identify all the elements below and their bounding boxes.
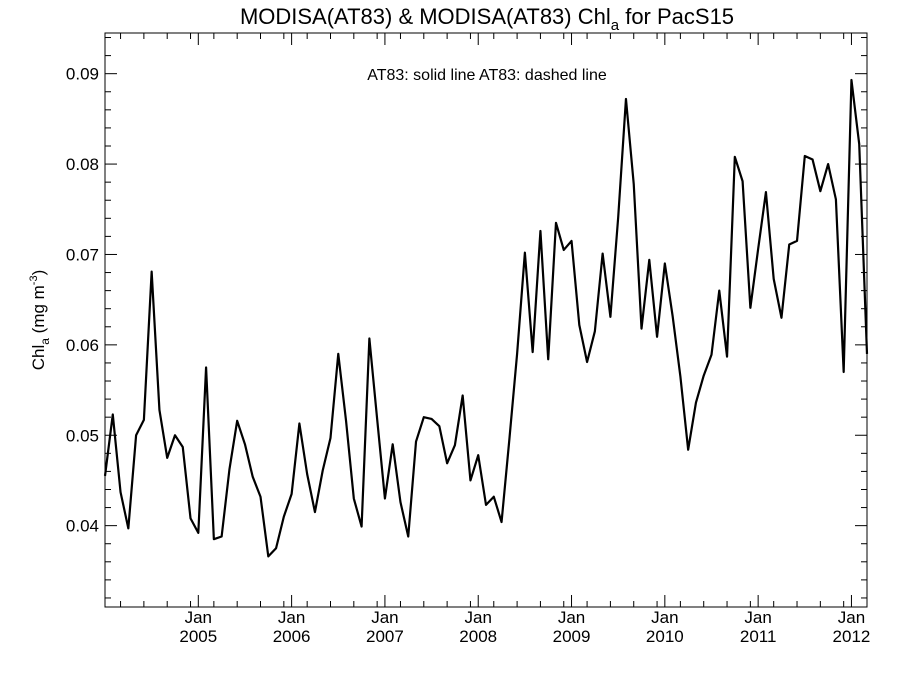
chart-title-tail: for PacS15 bbox=[619, 4, 734, 29]
x-axis-ticks: Jan2005Jan2006Jan2007Jan2008Jan2009Jan20… bbox=[179, 33, 870, 646]
y-axis-label-main: Chl bbox=[29, 345, 48, 371]
x-tick-label-year: 2011 bbox=[740, 627, 777, 646]
y-axis-label-unit: (mg m bbox=[29, 285, 48, 338]
x-tick-label-year: 2012 bbox=[833, 627, 871, 646]
plot-frame bbox=[104, 32, 868, 608]
x-tick-label-month: Jan bbox=[651, 608, 678, 627]
chart-title: MODISA(AT83) & MODISA(AT83) Chla for Pac… bbox=[240, 4, 734, 34]
data-series bbox=[103, 78, 869, 558]
y-tick-label: 0.08 bbox=[66, 155, 99, 174]
y-tick-label: 0.07 bbox=[66, 245, 99, 264]
y-axis-label-subscript: a bbox=[38, 338, 52, 345]
minor-ticks bbox=[105, 33, 868, 607]
series-line-solid bbox=[103, 78, 869, 558]
legend-annotation: AT83: solid line AT83: dashed line bbox=[367, 67, 607, 84]
chart-title-main: MODISA(AT83) & MODISA(AT83) Chl bbox=[240, 4, 611, 29]
x-tick-label-year: 2010 bbox=[646, 627, 684, 646]
chart-title-subscript: a bbox=[611, 17, 620, 34]
y-axis-label: Chla (mg m-3) bbox=[28, 270, 52, 371]
x-tick-label-month: Jan bbox=[838, 608, 865, 627]
y-tick-label: 0.09 bbox=[66, 65, 99, 84]
x-tick-label-month: Jan bbox=[278, 608, 305, 627]
y-tick-label: 0.05 bbox=[66, 426, 99, 445]
x-tick-label-month: Jan bbox=[185, 608, 212, 627]
x-tick-label-month: Jan bbox=[558, 608, 585, 627]
x-tick-label-year: 2009 bbox=[553, 627, 591, 646]
y-tick-label: 0.06 bbox=[66, 336, 99, 355]
x-tick-label-year: 2007 bbox=[366, 627, 404, 646]
x-tick-label-year: 2008 bbox=[459, 627, 497, 646]
x-tick-label-month: Jan bbox=[744, 608, 771, 627]
y-axis-label-close: ) bbox=[29, 270, 48, 276]
x-tick-label-year: 2006 bbox=[273, 627, 311, 646]
y-axis-ticks: 0.04 0.05 0.06 0.07 0.08 0.09 bbox=[66, 65, 867, 536]
x-tick-label-year: 2005 bbox=[179, 627, 217, 646]
x-tick-label-month: Jan bbox=[465, 608, 492, 627]
y-tick-label: 0.04 bbox=[66, 517, 99, 536]
y-axis-label-superscript: -3 bbox=[28, 275, 40, 285]
x-tick-label-month: Jan bbox=[371, 608, 398, 627]
